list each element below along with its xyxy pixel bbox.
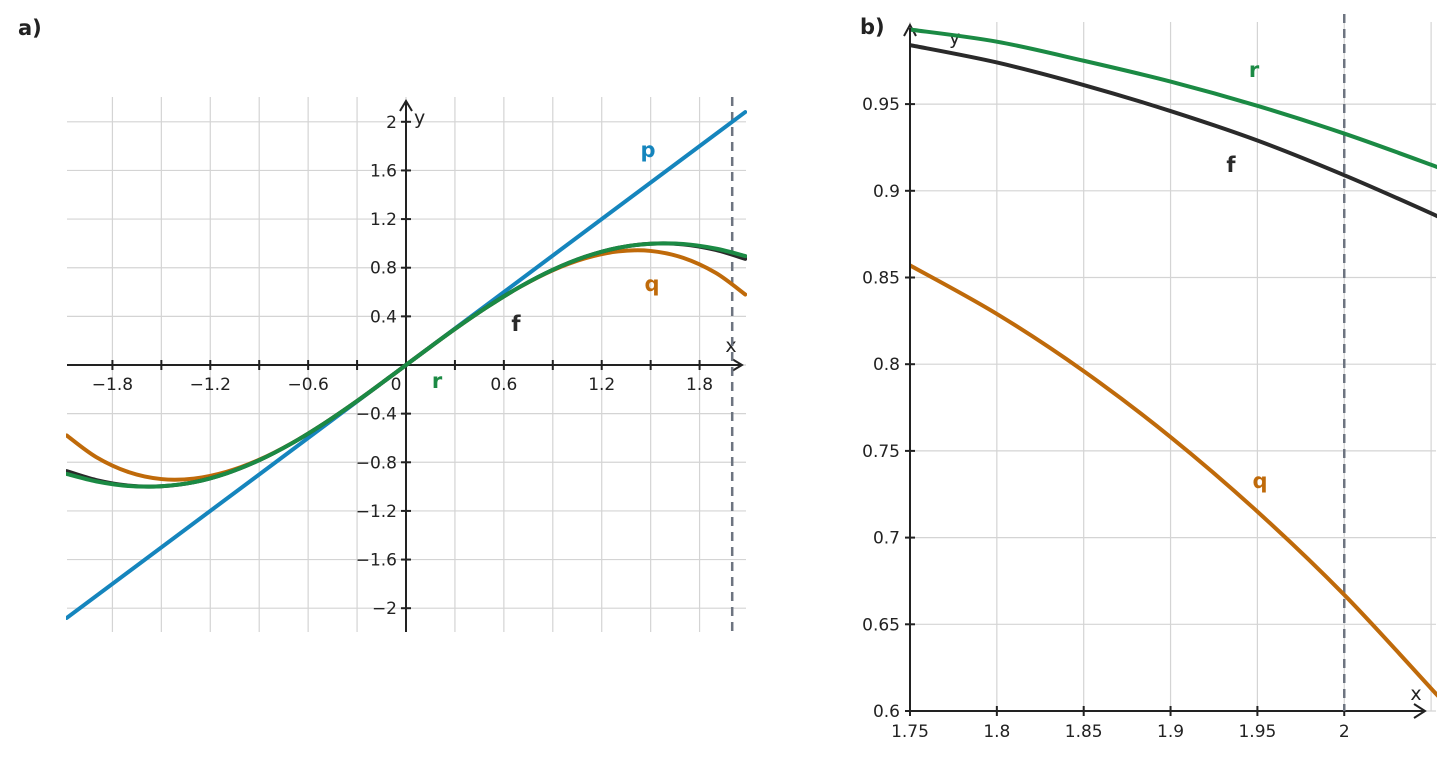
x-tick-label-b: 1.85 xyxy=(1065,722,1103,742)
x-tick-label-b: 1.75 xyxy=(891,722,929,742)
x-tick-label-a: 0 xyxy=(391,375,402,395)
y-tick-label-a: −0.8 xyxy=(356,453,397,473)
x-tick-label-a: 0.6 xyxy=(490,375,517,395)
x-tick-label-a: 1.2 xyxy=(588,375,615,395)
series-r-line-a xyxy=(66,241,747,489)
panel-a: a) −1.8 −1.2 −0.6 0 0.6 1.2 1.8 −2 −1.6 −1.2 −0.8 −0… xyxy=(18,16,747,632)
y-tick-label-a: 2 xyxy=(386,113,397,133)
panel-label-a: a) xyxy=(18,16,42,40)
y-tick-label-a: −1.2 xyxy=(356,502,397,522)
panel-label-b: b) xyxy=(860,15,885,39)
y-tick-label-b: 0.9 xyxy=(873,182,900,202)
y-tick-label-b: 0.7 xyxy=(873,529,900,549)
series-label-q-b: q xyxy=(1252,469,1267,493)
y-axis-label-b: y xyxy=(949,27,960,49)
x-axis-arrow-a xyxy=(731,358,744,372)
panel-b: b) 1.75 1.8 1.85 1.9 1.95 2 0.6 0.65 0.7 0.75 0.8 0.… xyxy=(860,14,1437,742)
x-axis-label-b: x xyxy=(1410,683,1421,705)
y-tick-label-b: 0.65 xyxy=(862,615,900,635)
y-tick-label-a: 0.8 xyxy=(370,259,397,279)
y-tick-label-a: −0.4 xyxy=(356,405,397,425)
x-tick-label-a: −1.8 xyxy=(92,375,133,395)
y-tick-label-a: −1.6 xyxy=(356,551,397,571)
x-tick-label-b: 1.8 xyxy=(983,722,1010,742)
curves-b xyxy=(911,27,1437,698)
y-tick-label-b: 0.95 xyxy=(862,95,900,115)
x-axis-arrow-b xyxy=(1413,703,1427,719)
y-tick-label-b: 0.75 xyxy=(862,442,900,462)
series-label-f-a: f xyxy=(511,312,521,336)
y-tick-label-b: 0.6 xyxy=(873,702,900,722)
y-tick-label-a: 0.4 xyxy=(370,307,397,327)
x-tick-label-b: 1.95 xyxy=(1238,722,1276,742)
y-tick-label-b: 0.8 xyxy=(873,355,900,375)
series-f-line-b xyxy=(911,43,1437,219)
y-tick-label-b: 0.85 xyxy=(862,269,900,289)
x-tick-label-a: −0.6 xyxy=(287,375,328,395)
series-label-r-a: r xyxy=(432,369,443,393)
y-axis-arrow-b xyxy=(903,22,917,37)
x-tick-label-b: 1.9 xyxy=(1157,722,1184,742)
y-tick-label-a: 1.2 xyxy=(370,210,397,230)
series-q-line-b xyxy=(911,263,1437,698)
series-r-line-b xyxy=(911,27,1437,170)
x-tick-label-b: 2 xyxy=(1339,722,1350,742)
series-label-p-a: p xyxy=(640,138,655,162)
y-tick-label-a: 1.6 xyxy=(370,161,397,181)
y-tick-label-a: −2 xyxy=(372,599,397,619)
x-tick-label-a: 1.8 xyxy=(686,375,713,395)
series-label-r-b: r xyxy=(1249,58,1260,82)
series-label-q-a: q xyxy=(644,272,659,296)
y-axis-label-a: y xyxy=(414,107,425,129)
curves-a xyxy=(66,110,747,620)
x-tick-label-a: −1.2 xyxy=(190,375,231,395)
y-axis-arrow-a xyxy=(399,99,413,112)
series-label-f-b: f xyxy=(1226,153,1236,177)
